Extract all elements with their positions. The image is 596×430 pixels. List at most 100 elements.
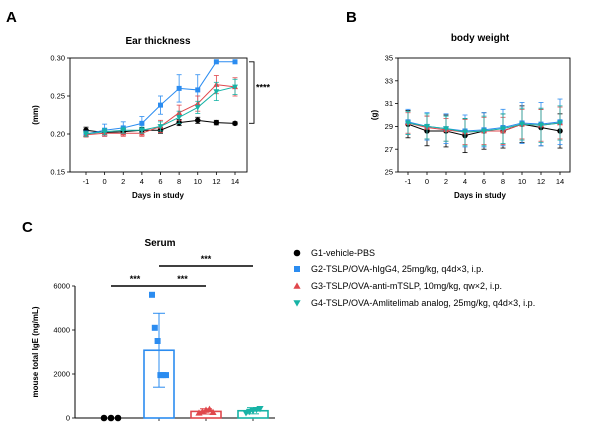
panel-b-x-tick-label: 6 [482, 177, 486, 186]
legend-marker-g2 [294, 266, 300, 272]
panel-b-title: body weight [451, 33, 510, 44]
panel-a-data-point-g4 [157, 124, 164, 130]
panel-a-data-point-g2 [213, 59, 219, 65]
panel-c-data-point-g1 [100, 414, 108, 422]
panel-a-y-tick-label: 0.25 [50, 92, 65, 101]
panel-a-significance-bracket [249, 61, 255, 124]
panel-b-y-tick-label: 33 [385, 76, 393, 85]
panel-b-y-tick-label: 25 [385, 168, 393, 177]
panel-a-data-point-g4 [101, 129, 108, 135]
panel-c-y-tick-label: 2000 [53, 370, 70, 379]
panel-a-x-tick-label: -1 [83, 177, 90, 186]
panel-c-data-point-g2 [149, 291, 155, 298]
panel-b-data-point-g4 [462, 129, 468, 136]
panel-a-x-tick-label: 2 [121, 177, 125, 186]
panel-c-data-point-g1 [107, 414, 115, 422]
panel-b-data-point-g4 [538, 123, 544, 129]
panel-a-y-tick-label: 0.30 [50, 54, 65, 63]
panel-a-data-point-g4 [194, 105, 201, 111]
panel-b-data-point-g4 [443, 126, 449, 132]
panel-a-data-point-g4 [138, 127, 145, 134]
panel-a-y-tick-label: 0.20 [50, 130, 65, 139]
panel-a-x-tick-label: 6 [158, 177, 162, 186]
panel-a: A Ear thickness Days in study (mm) 0.150… [6, 9, 271, 200]
panel-a-data-point-g4 [232, 84, 238, 90]
legend-label-g3: G3-TSLP/OVA-anti-mTSLP, 10mg/kg, qw×2, i… [311, 281, 502, 291]
panel-b-x-tick-label: 14 [556, 177, 564, 186]
panel-b-x-axis-label: Days in study [454, 191, 507, 200]
panel-b-data-point-g4 [424, 124, 430, 130]
panel-a-data-point-g4 [213, 89, 220, 95]
panel-a-data-point-g1 [213, 119, 220, 126]
panel-a-significance-label: **** [256, 83, 271, 93]
panel-b-x-tick-label: 12 [537, 177, 545, 186]
panel-b-x-tick-label: 2 [444, 177, 448, 186]
panel-a-x-tick-label: 10 [194, 177, 202, 186]
panel-b-data-point-g4 [481, 128, 487, 134]
panel-a-data-point-g2 [158, 102, 163, 108]
panel-c-data-point-g4 [256, 406, 264, 413]
panel-c-comparison-label: *** [130, 274, 141, 284]
panel-b-y-axis-label: (g) [370, 110, 379, 121]
panel-b-y-tick-label: 31 [385, 99, 393, 108]
panel-b-data-point-g4 [405, 120, 411, 126]
panel-b-plot: 25 27 29 31 33 35 -1 0 2 4 6 8 10 12 14 [385, 54, 571, 186]
legend-label-g4: G4-TSLP/OVA-Amlitelimab analog, 25mg/kg,… [311, 298, 535, 308]
panel-a-plot-frame [69, 57, 248, 173]
panel-a-data-point-g2 [195, 87, 201, 93]
panel-a-data-point-g4 [176, 115, 183, 121]
panel-a-x-tick-label: 14 [231, 177, 239, 186]
panel-c-title: Serum [144, 238, 175, 249]
panel-a-data-point-g4 [83, 131, 89, 137]
legend-label-g2: G2-TSLP/OVA-hIgG4, 25mg/kg, q4d×3, i.p. [311, 264, 484, 274]
panel-c-y-tick-label: 4000 [53, 326, 70, 335]
panel-a-x-tick-label: 8 [177, 177, 181, 186]
panel-c-comparison-label: *** [201, 254, 212, 264]
panel-a-y-tick-label: 0.15 [50, 168, 65, 177]
panel-label-b: B [346, 9, 357, 26]
panel-a-data-point-g2 [176, 85, 182, 91]
panel-c-y-tick-label: 0 [66, 414, 70, 423]
panel-c-data-point-g3 [205, 405, 214, 412]
panel-a-data-point-g1 [232, 120, 238, 127]
panel-c-comparison-label: *** [177, 274, 188, 284]
panel-a-x-axis-label: Days in study [132, 191, 185, 200]
panel-b-y-tick-label: 27 [385, 145, 393, 154]
panel-a-title: Ear thickness [125, 36, 190, 47]
legend-label-g1: G1-vehicle-PBS [311, 248, 375, 258]
panel-a-data-point-g2 [232, 59, 238, 65]
panel-b-data-point-g4 [557, 120, 563, 126]
panel-c-data-point-g2 [151, 324, 158, 331]
panel-a-data-point-g2 [139, 120, 145, 126]
panel-a-y-axis-label: (mm) [31, 105, 40, 125]
panel-b-y-tick-label: 35 [385, 54, 393, 63]
panel-c: C Serum mouse total IgE (ng/mL) 0 2000 400… [22, 219, 275, 423]
panel-a-x-tick-label: 0 [103, 177, 107, 186]
legend: G1-vehicle-PBS G2-TSLP/OVA-hIgG4, 25mg/kg… [293, 248, 535, 308]
panel-c-data-point-g2 [154, 338, 161, 344]
panel-c-y-axis-label: mouse total IgE (ng/mL) [31, 306, 40, 397]
panel-label-a: A [6, 9, 17, 26]
panel-c-y-tick-label: 6000 [53, 282, 70, 291]
panel-b-x-tick-label: 4 [463, 177, 467, 186]
panel-b-x-tick-label: 0 [425, 177, 429, 186]
panel-c-data-point-g3 [209, 408, 217, 415]
legend-marker-g3 [293, 282, 301, 289]
panel-b-data-point-g4 [519, 121, 525, 128]
panel-c-data-point-g2 [163, 372, 169, 379]
panel-b-y-tick-label: 29 [385, 122, 393, 131]
panel-b-x-tick-label: 10 [518, 177, 526, 186]
panel-b-data-point-g4 [500, 126, 506, 132]
panel-c-data-point-g1 [114, 414, 122, 422]
panel-a-x-tick-label: 4 [140, 177, 144, 186]
panel-a-plot: 0.15 0.20 0.25 0.30 -1 0 2 4 6 8 10 12 14 **** [50, 54, 270, 186]
panel-a-data-point-g1 [195, 117, 201, 124]
panel-b-x-tick-label: -1 [405, 177, 412, 186]
legend-marker-g4 [293, 300, 301, 307]
panel-a-data-point-g4 [120, 127, 127, 134]
panel-a-x-tick-label: 12 [212, 177, 220, 186]
panel-c-plot: 0 2000 4000 6000 *** *** *** [53, 254, 275, 423]
panel-b-x-tick-label: 8 [501, 177, 505, 186]
panel-label-c: C [22, 219, 33, 236]
